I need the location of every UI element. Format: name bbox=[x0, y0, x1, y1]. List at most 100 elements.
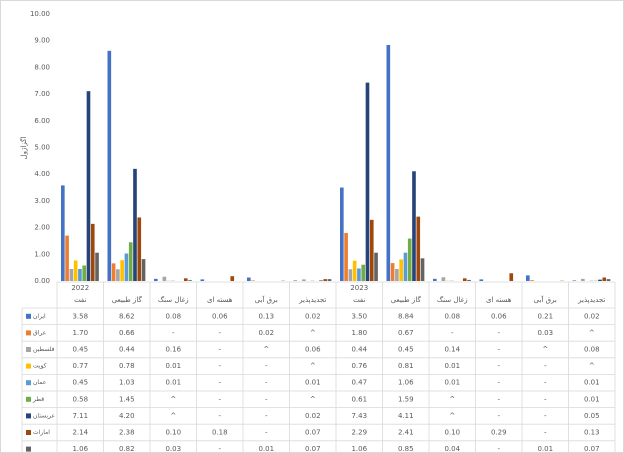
bar bbox=[302, 279, 306, 281]
y-tick-label: 8.00 bbox=[34, 63, 50, 71]
legend-label: عربستان bbox=[33, 412, 55, 419]
table-cell: 0.07 bbox=[305, 445, 321, 453]
legend-swatch bbox=[26, 330, 31, 336]
bar bbox=[479, 279, 484, 281]
table-cell: - bbox=[497, 362, 500, 370]
bar bbox=[606, 279, 611, 281]
bar bbox=[111, 263, 116, 281]
y-tick-label: 1.00 bbox=[34, 250, 50, 258]
table-cell: - bbox=[497, 346, 500, 354]
bar bbox=[416, 216, 421, 281]
table-cell: ^ bbox=[310, 362, 316, 370]
bar bbox=[374, 252, 378, 281]
bar bbox=[183, 278, 188, 281]
bar bbox=[403, 252, 408, 281]
table-cell: 3.50 bbox=[351, 312, 367, 320]
category-label: برق آبی bbox=[255, 295, 278, 304]
bar bbox=[462, 278, 467, 281]
table-cell: 0.67 bbox=[398, 329, 414, 337]
table-cell: - bbox=[544, 362, 547, 370]
table-cell: 0.29 bbox=[491, 429, 507, 437]
table-cell: - bbox=[544, 412, 547, 420]
legend-label: امارات bbox=[33, 429, 50, 436]
table-cell: - bbox=[451, 329, 454, 337]
table-cell: - bbox=[218, 346, 221, 354]
bar bbox=[86, 91, 91, 282]
bar bbox=[107, 50, 112, 281]
legend-label: ایران bbox=[33, 313, 46, 320]
table-cell: 1.06 bbox=[398, 379, 414, 387]
bar bbox=[124, 253, 129, 281]
table-cell: 0.03 bbox=[537, 329, 553, 337]
bar bbox=[530, 280, 534, 281]
bar bbox=[133, 168, 137, 281]
table-cell: 0.02 bbox=[584, 312, 600, 320]
table-cell: ^ bbox=[310, 395, 316, 403]
table-cell: - bbox=[544, 429, 547, 437]
table-cell: 0.16 bbox=[165, 346, 181, 354]
table-cell: 0.77 bbox=[72, 362, 88, 370]
bar bbox=[188, 280, 192, 281]
y-tick-label: 4.00 bbox=[34, 170, 50, 178]
bar bbox=[141, 259, 146, 281]
bar bbox=[319, 280, 323, 281]
y-tick-label: 9.00 bbox=[34, 37, 50, 45]
bar bbox=[386, 44, 391, 281]
table-cell: 0.61 bbox=[351, 395, 367, 403]
table-cell: 0.01 bbox=[258, 445, 274, 453]
legend-swatch bbox=[26, 363, 31, 369]
table-cell: 0.05 bbox=[584, 412, 600, 420]
bar bbox=[509, 273, 514, 281]
y-tick-label: 5.00 bbox=[34, 144, 50, 152]
table-cell: 0.81 bbox=[398, 362, 414, 370]
y-axis-label: اگزاژول bbox=[19, 136, 28, 159]
table-cell: - bbox=[497, 395, 500, 403]
category-label: هسته ای bbox=[486, 296, 512, 304]
bar bbox=[602, 277, 607, 281]
legend-label: قطر bbox=[32, 396, 44, 403]
table-cell: - bbox=[265, 379, 268, 387]
y-tick-label: 3.00 bbox=[34, 197, 50, 205]
table-cell: 0.06 bbox=[491, 312, 507, 320]
category-label: نفت bbox=[74, 296, 86, 304]
legend-label: کویت bbox=[33, 363, 47, 370]
bar bbox=[327, 279, 332, 281]
table-cell: - bbox=[265, 362, 268, 370]
table-cell: 0.07 bbox=[305, 429, 321, 437]
table-cell: 0.18 bbox=[212, 429, 228, 437]
table-cell: 0.08 bbox=[444, 312, 460, 320]
bar bbox=[162, 276, 167, 281]
bar bbox=[82, 265, 87, 281]
bar bbox=[399, 259, 403, 281]
table-cell: - bbox=[218, 379, 221, 387]
table-cell: ^ bbox=[589, 362, 595, 370]
y-tick-label: 10.00 bbox=[30, 10, 50, 18]
bar bbox=[395, 268, 399, 281]
table-cell: 2.38 bbox=[119, 429, 135, 437]
bar bbox=[61, 185, 65, 281]
table-cell: 1.59 bbox=[398, 395, 414, 403]
table-cell: 0.10 bbox=[444, 429, 460, 437]
table-cell: - bbox=[218, 412, 221, 420]
bar bbox=[95, 252, 99, 281]
table-cell: - bbox=[544, 395, 547, 403]
category-label: نفت bbox=[353, 296, 365, 304]
legend-swatch bbox=[26, 396, 31, 402]
table-cell: - bbox=[497, 412, 500, 420]
table-cell: 0.06 bbox=[305, 346, 321, 354]
table-cell: 7.43 bbox=[351, 412, 367, 420]
bar bbox=[390, 263, 395, 281]
table-cell: 0.03 bbox=[165, 445, 181, 453]
table-cell: - bbox=[544, 379, 547, 387]
group-label: 2023 bbox=[350, 284, 368, 292]
table-cell: 2.41 bbox=[398, 429, 414, 437]
bar bbox=[230, 276, 235, 281]
legend-swatch bbox=[26, 446, 31, 452]
table-cell: 0.58 bbox=[72, 395, 88, 403]
bar bbox=[412, 171, 416, 281]
table-cell: - bbox=[218, 329, 221, 337]
bar bbox=[73, 260, 78, 281]
table-cell: 0.78 bbox=[119, 362, 135, 370]
table-cell: 8.84 bbox=[398, 312, 414, 320]
table-cell: 0.85 bbox=[398, 445, 414, 453]
